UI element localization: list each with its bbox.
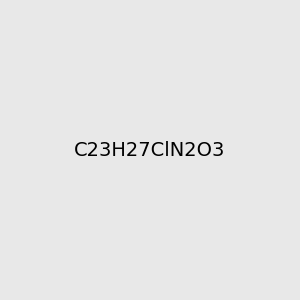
Text: C23H27ClN2O3: C23H27ClN2O3 [74,140,226,160]
